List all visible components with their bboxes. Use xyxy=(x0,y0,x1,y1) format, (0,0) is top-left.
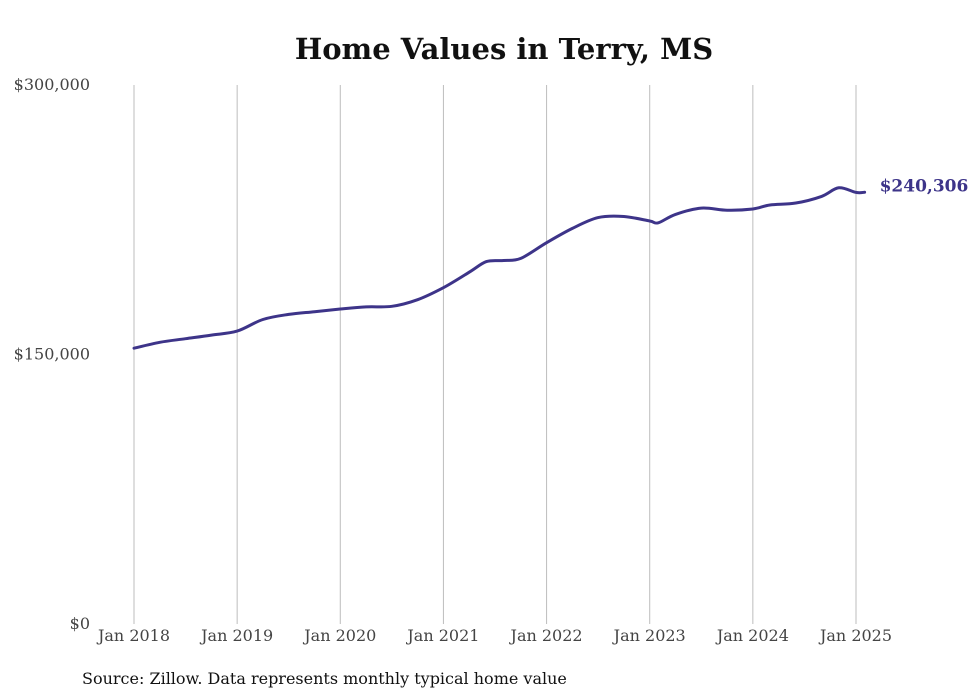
x-tick-label: Jan 2023 xyxy=(612,626,686,645)
x-tick-label: Jan 2018 xyxy=(96,626,170,645)
x-tick-label: Jan 2021 xyxy=(405,626,479,645)
chart-title: Home Values in Terry, MS xyxy=(295,32,713,66)
y-axis: $0 $150,000 $300,000 xyxy=(14,75,90,633)
x-tick-label: Jan 2020 xyxy=(302,626,376,645)
x-tick-label: Jan 2022 xyxy=(509,626,583,645)
x-tick-label: Jan 2024 xyxy=(715,626,789,645)
source-note: Source: Zillow. Data represents monthly … xyxy=(82,669,567,688)
y-tick-label: $150,000 xyxy=(14,345,90,364)
y-tick-label: $0 xyxy=(70,614,90,633)
x-tick-label: Jan 2019 xyxy=(199,626,273,645)
gridlines xyxy=(133,85,857,624)
series-line xyxy=(132,186,867,350)
y-tick-label: $300,000 xyxy=(14,75,90,94)
x-tick-label: Jan 2025 xyxy=(818,626,892,645)
x-axis: Jan 2018 Jan 2019 Jan 2020 Jan 2021 Jan 2022… xyxy=(96,626,892,645)
end-value-label: $240,306 xyxy=(880,176,969,196)
